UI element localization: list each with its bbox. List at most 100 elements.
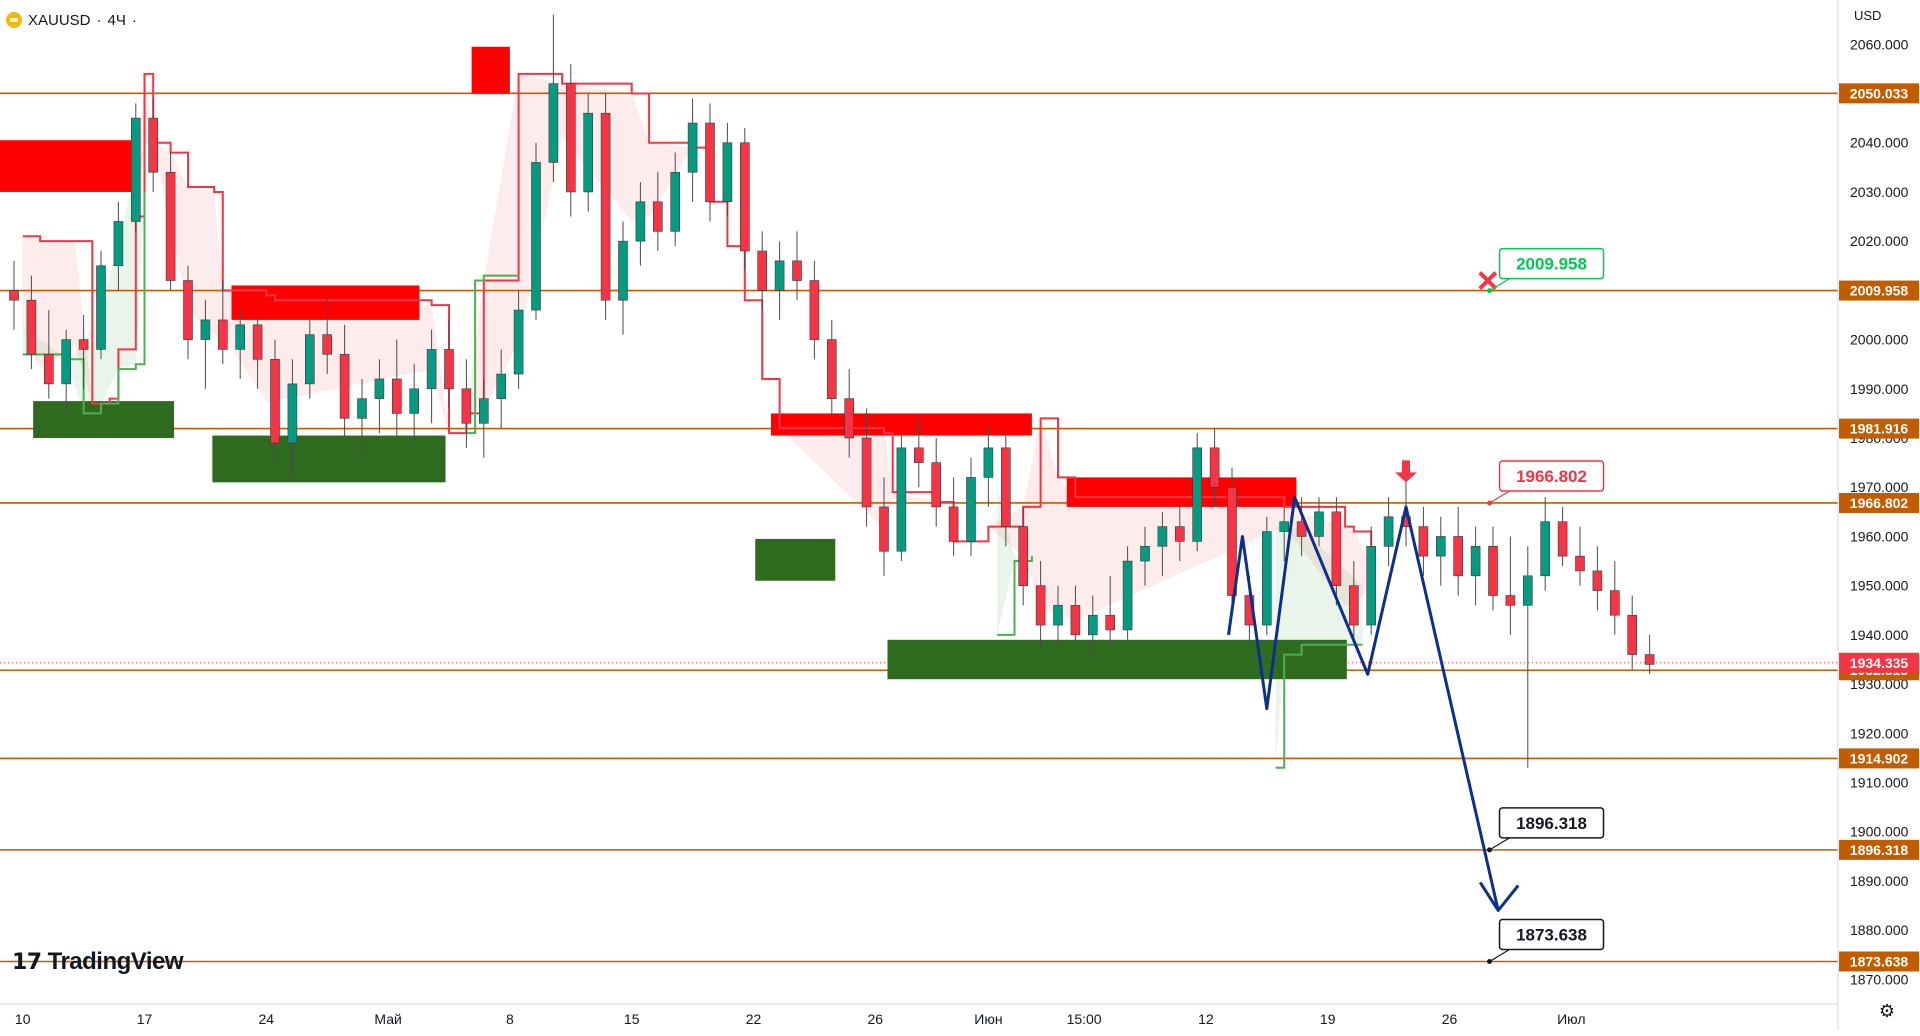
candle bbox=[391, 339, 402, 439]
candle-body bbox=[1157, 526, 1168, 547]
candle-body bbox=[1418, 526, 1429, 557]
candle bbox=[1644, 634, 1655, 675]
candle bbox=[200, 300, 211, 389]
candle-body bbox=[513, 309, 524, 375]
x-tick-label: 15 bbox=[624, 1011, 640, 1027]
candle-body bbox=[1383, 516, 1394, 547]
candle bbox=[461, 359, 472, 448]
candle-body bbox=[96, 265, 106, 350]
candle bbox=[1088, 595, 1098, 660]
candle-body bbox=[1035, 585, 1046, 626]
level-price-tag: 1914.902 bbox=[1839, 748, 1919, 769]
timeframe-label[interactable]: 4Ч bbox=[107, 11, 126, 29]
candle bbox=[774, 241, 785, 320]
candle-body bbox=[218, 319, 228, 350]
candle bbox=[513, 290, 524, 389]
candle bbox=[113, 201, 124, 291]
candle-body bbox=[600, 112, 611, 301]
candle-body bbox=[966, 477, 976, 542]
candle bbox=[1366, 526, 1376, 635]
candle-body bbox=[948, 506, 959, 542]
candle bbox=[1227, 467, 1237, 616]
plot-area bbox=[0, 14, 1838, 963]
down-arrow-icon bbox=[1395, 460, 1417, 483]
candle bbox=[739, 127, 750, 271]
price-tag-bg bbox=[1839, 652, 1919, 673]
trailing-stop-line bbox=[22, 72, 1373, 566]
candle bbox=[1296, 497, 1307, 557]
candle bbox=[1488, 526, 1498, 611]
uptrend-shading bbox=[1275, 526, 1363, 768]
callout-box bbox=[1498, 918, 1605, 951]
tradingview-logo[interactable]: 𝟭𝟳 TradingView bbox=[12, 948, 184, 976]
candle bbox=[1436, 516, 1446, 586]
price-callout: 1966.802 bbox=[1487, 460, 1605, 506]
candle-body bbox=[879, 506, 889, 552]
candle bbox=[705, 103, 715, 222]
candle-body bbox=[1175, 526, 1185, 542]
candle bbox=[374, 359, 385, 434]
candle bbox=[43, 310, 54, 399]
callout-pointer bbox=[1489, 490, 1510, 504]
price-tag-bg bbox=[1839, 492, 1919, 513]
y-tick-label: 2030.000 bbox=[1850, 184, 1909, 200]
level-price-tag: 2050.033 bbox=[1839, 83, 1919, 104]
price-tag-label: 1966.802 bbox=[1850, 495, 1909, 511]
level-price-tag: 1966.802 bbox=[1839, 492, 1919, 513]
candle bbox=[913, 418, 924, 488]
level-price-tag: 1981.916 bbox=[1839, 418, 1919, 439]
candle-body bbox=[252, 324, 263, 360]
gold-coin-icon bbox=[6, 12, 22, 28]
candle bbox=[670, 152, 681, 247]
candle bbox=[252, 300, 263, 389]
header-separator: · bbox=[96, 11, 102, 29]
level-price-tag: 1896.318 bbox=[1839, 839, 1919, 860]
y-tick-label: 1940.000 bbox=[1850, 627, 1909, 643]
candle bbox=[1470, 526, 1481, 606]
candle-body bbox=[670, 171, 681, 232]
price-tag-bg bbox=[1839, 280, 1919, 301]
candle-body bbox=[1018, 526, 1029, 586]
price-tag-bg bbox=[1839, 951, 1919, 972]
demand-zone bbox=[887, 639, 1347, 680]
candle-body bbox=[635, 201, 646, 242]
candle-body bbox=[792, 260, 802, 281]
candle-body bbox=[861, 437, 872, 508]
y-tick-label: 2000.000 bbox=[1850, 332, 1909, 348]
candle-body bbox=[1523, 575, 1533, 606]
candle-body bbox=[1227, 486, 1237, 596]
candle bbox=[1314, 497, 1324, 547]
y-tick-label: 1920.000 bbox=[1850, 725, 1909, 741]
candle-body bbox=[270, 358, 280, 444]
candle bbox=[792, 231, 802, 301]
symbol-name[interactable]: XAUUSD bbox=[28, 11, 91, 29]
candle bbox=[1157, 511, 1168, 576]
x-tick-label: Май bbox=[374, 1011, 401, 1027]
candle bbox=[983, 428, 994, 507]
candle-body bbox=[652, 201, 663, 232]
level-price-tag: 2009.958 bbox=[1839, 280, 1919, 301]
price-tag-label: 2050.033 bbox=[1850, 85, 1909, 101]
candle-body bbox=[1122, 560, 1133, 631]
candle bbox=[826, 319, 837, 414]
candle-body bbox=[1592, 570, 1603, 591]
candle-body bbox=[9, 290, 19, 301]
candle-body bbox=[426, 349, 437, 390]
candle-body bbox=[1296, 521, 1307, 537]
candle bbox=[287, 359, 298, 478]
candle bbox=[931, 438, 942, 527]
candle bbox=[1105, 575, 1115, 645]
candle bbox=[218, 280, 228, 365]
candle-body bbox=[809, 280, 820, 340]
callout-anchor bbox=[1487, 958, 1493, 964]
gear-icon[interactable]: ⚙ bbox=[1878, 1000, 1896, 1021]
candle bbox=[1035, 561, 1046, 650]
x-tick-label: 17 bbox=[137, 1011, 153, 1027]
symbol-header[interactable]: XAUUSD · 4Ч · bbox=[6, 8, 137, 32]
candle-body bbox=[391, 378, 402, 414]
candle-body bbox=[583, 112, 594, 193]
supply-zone bbox=[471, 46, 510, 94]
downtrend-shading bbox=[22, 73, 1372, 621]
candle-body bbox=[200, 319, 211, 340]
